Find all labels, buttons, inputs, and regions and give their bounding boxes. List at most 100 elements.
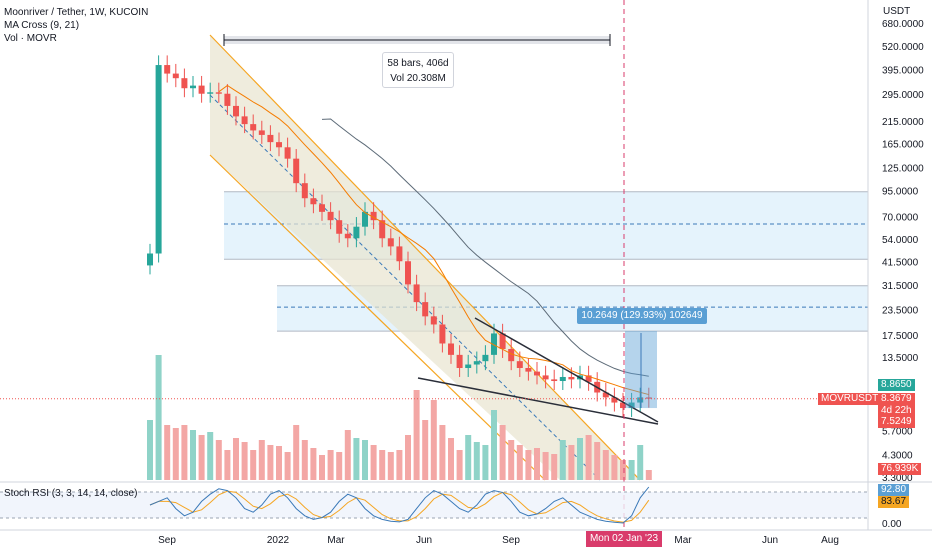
volume-bar bbox=[267, 445, 274, 480]
candle-body bbox=[585, 375, 592, 382]
volume-tag: 76.939K bbox=[878, 463, 922, 475]
candle-body bbox=[611, 397, 618, 403]
symbol-title[interactable]: Moonriver / Tether, 1W, KUCOIN bbox=[4, 7, 149, 18]
candle-body bbox=[353, 226, 360, 239]
volume-bar bbox=[602, 450, 609, 480]
volume-bar bbox=[620, 460, 626, 480]
ma-slow-line bbox=[321, 118, 649, 377]
price-axis-tick: 95.0000 bbox=[882, 187, 919, 198]
price-range-measure-label[interactable]: 10.2649 (129.93%) 102649 bbox=[577, 308, 707, 324]
volume-bar bbox=[413, 390, 420, 480]
last-high-tag: 8.8650 bbox=[878, 379, 915, 391]
candle-body bbox=[327, 211, 334, 221]
volume-bar bbox=[534, 448, 540, 480]
candle-body bbox=[276, 142, 282, 148]
price-axis-tick: 4.3000 bbox=[882, 450, 913, 461]
volume-bar bbox=[559, 440, 566, 480]
candle-body bbox=[516, 361, 523, 368]
stoch-k-line bbox=[149, 486, 650, 524]
candle-body bbox=[422, 302, 429, 317]
candle-body bbox=[319, 204, 325, 212]
candle-body bbox=[499, 333, 506, 349]
volume-bar bbox=[241, 442, 248, 480]
time-axis-label: Jun bbox=[416, 535, 432, 546]
price-axis-tick: 5.7000 bbox=[882, 426, 913, 437]
price-axis-tick: 17.5000 bbox=[882, 331, 919, 342]
candle-body bbox=[456, 354, 463, 368]
indicator-ma-cross[interactable]: MA Cross (9, 21) bbox=[4, 20, 80, 31]
channel-mid-line bbox=[209, 94, 601, 481]
date-range-measure-box[interactable]: 58 bars, 406d Vol 20.308M bbox=[382, 52, 454, 88]
time-axis-label: Mar bbox=[327, 535, 345, 546]
price-axis-tick: 215.0000 bbox=[882, 117, 924, 128]
candle-body bbox=[508, 348, 515, 362]
candle-body bbox=[284, 147, 291, 159]
indicator-volume[interactable]: Vol · MOVR bbox=[4, 33, 57, 44]
candle-body bbox=[293, 158, 300, 184]
volume-bar bbox=[207, 432, 214, 480]
wedge-lower-trendline bbox=[417, 377, 659, 425]
volume-bar bbox=[491, 410, 497, 480]
stoch-band bbox=[0, 492, 868, 518]
volume-bar bbox=[645, 470, 652, 480]
volume-bar bbox=[190, 430, 196, 480]
volume-bar bbox=[336, 452, 343, 480]
time-axis-label: Mar bbox=[674, 535, 692, 546]
candle-body bbox=[628, 402, 635, 409]
volume-bar bbox=[577, 438, 583, 480]
volume-bar bbox=[215, 440, 222, 480]
volume-bar bbox=[147, 420, 153, 480]
measure-volume: Vol 20.308M bbox=[390, 73, 446, 84]
channel-upper-line bbox=[209, 34, 641, 481]
candle-body bbox=[568, 376, 575, 380]
channel-lower-line bbox=[209, 154, 546, 481]
volume-bar bbox=[362, 440, 368, 480]
candle-body bbox=[525, 367, 532, 372]
candle-body bbox=[473, 361, 480, 365]
volume-bar bbox=[637, 445, 644, 480]
volume-bar bbox=[482, 445, 489, 480]
candle-body bbox=[181, 78, 188, 89]
volume-bar bbox=[448, 438, 454, 480]
time-axis-label: Sep bbox=[502, 535, 520, 546]
volume-bar bbox=[594, 442, 601, 480]
candle-body bbox=[542, 375, 549, 380]
volume-bar bbox=[327, 450, 334, 480]
candle-body bbox=[396, 246, 403, 262]
volume-bar bbox=[508, 440, 515, 480]
candle-body bbox=[405, 261, 411, 285]
volume-bar bbox=[525, 450, 532, 480]
stoch-d-line bbox=[149, 490, 650, 523]
volume-bar bbox=[568, 445, 575, 480]
volume-bar bbox=[250, 450, 257, 480]
price-axis-currency: USDT bbox=[883, 6, 910, 17]
volume-bar bbox=[224, 450, 231, 480]
candle-body bbox=[465, 364, 472, 368]
price-axis-tick: 23.5000 bbox=[882, 306, 919, 317]
price-axis-tick: 125.0000 bbox=[882, 163, 924, 174]
time-axis-label: Sep bbox=[158, 535, 176, 546]
countdown-tag: 4d 22h bbox=[878, 405, 915, 417]
volume-bar bbox=[542, 452, 549, 480]
price-axis-tick: 31.5000 bbox=[882, 281, 919, 292]
volume-bar bbox=[387, 452, 394, 480]
candle-body bbox=[215, 92, 222, 94]
candle-body bbox=[551, 379, 558, 382]
volume-bar bbox=[319, 455, 325, 480]
price-axis-tick: 70.0000 bbox=[882, 213, 919, 224]
volume-bar bbox=[164, 425, 171, 480]
price-axis-tick: 165.0000 bbox=[882, 140, 924, 151]
volume-bar bbox=[172, 428, 179, 480]
candle-body bbox=[430, 316, 437, 325]
wedge-upper-trendline bbox=[474, 317, 659, 423]
candle-body bbox=[559, 376, 566, 382]
volume-bar bbox=[585, 435, 592, 480]
ma-fast-line bbox=[218, 84, 649, 396]
time-axis-label: 2022 bbox=[267, 535, 290, 546]
stoch-rsi-label[interactable]: Stoch RSI (3, 3, 14, 14, close) bbox=[4, 488, 138, 499]
volume-bar bbox=[301, 440, 308, 480]
candle-body bbox=[482, 354, 489, 362]
stoch-d-tag: 83.67 bbox=[878, 496, 910, 508]
